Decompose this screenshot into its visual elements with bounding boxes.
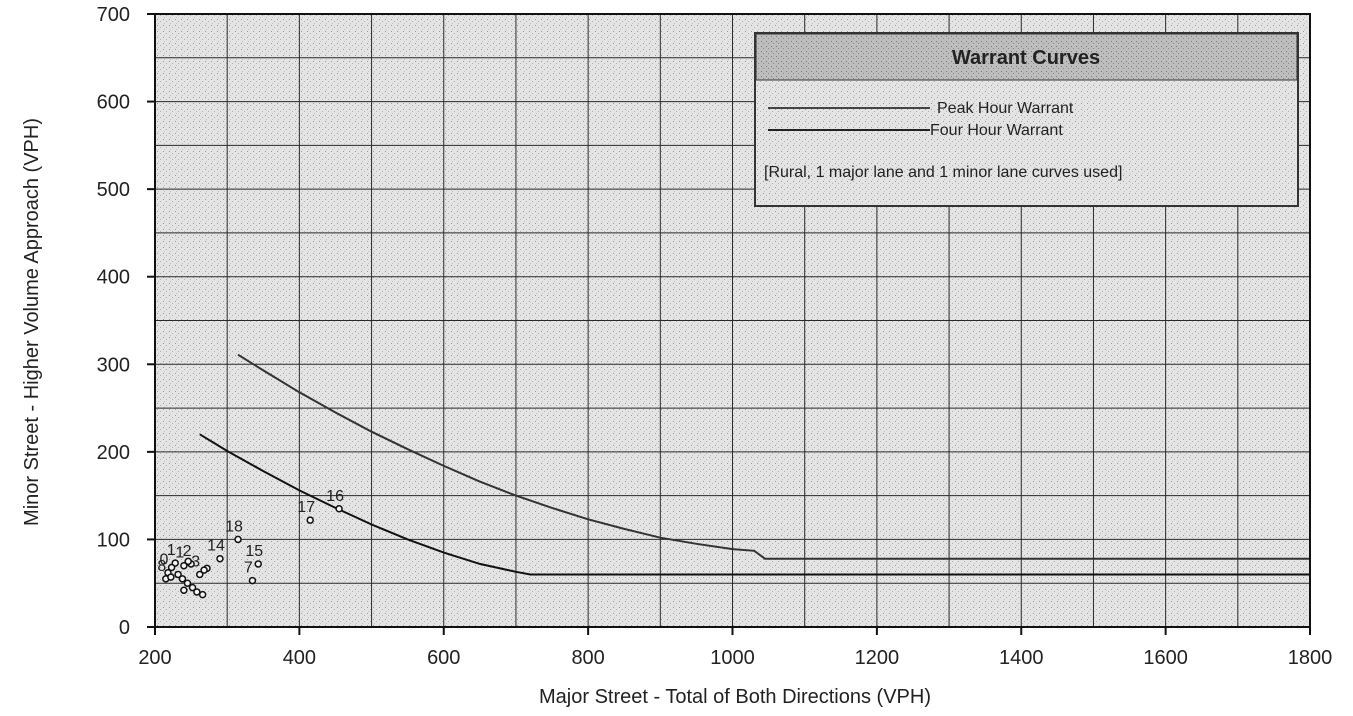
data-point-label: 14 <box>207 538 225 555</box>
legend-label-peak: Peak Hour Warrant <box>937 100 1074 117</box>
series <box>199 353 1310 576</box>
y-tick-label: 300 <box>97 354 130 376</box>
data-point <box>198 590 207 599</box>
data-point <box>216 554 224 563</box>
data-point-label: 18 <box>225 518 243 535</box>
axes: 200 400 600 800 1000 1200 1400 1600 180001002003… <box>97 4 1333 669</box>
data-point-label: 7 <box>244 560 253 577</box>
data-point-label: 1 <box>167 542 176 559</box>
data-point <box>174 570 182 579</box>
data-point <box>188 583 197 592</box>
data-point-label: 16 <box>326 488 344 505</box>
data-point <box>167 573 175 581</box>
x-axis-title: Major Street - Total of Both Directions … <box>539 686 931 708</box>
legend-title-band <box>755 33 1298 81</box>
data-point <box>193 588 201 596</box>
x-tick-label: 800 <box>571 647 604 669</box>
peak-hour-warrant-curve <box>237 353 1310 560</box>
data-point <box>167 563 176 572</box>
data-point-label: 3 <box>191 553 200 570</box>
data-point <box>184 557 192 566</box>
data-point <box>254 560 262 568</box>
four-hour-warrant-curve <box>199 433 1310 576</box>
data-point <box>248 576 257 585</box>
data-point-label: 8 <box>157 558 166 575</box>
y-tick-label: 500 <box>97 179 130 201</box>
x-tick-label: 600 <box>427 647 460 669</box>
data-point-label: 15 <box>245 543 263 560</box>
x-tick-label: 1600 <box>1143 647 1188 669</box>
y-tick-label: 200 <box>97 442 130 464</box>
data-point <box>234 535 242 544</box>
data-point <box>180 561 188 570</box>
data-point <box>335 505 343 513</box>
data-point <box>196 570 204 579</box>
grid <box>154 13 1311 628</box>
data-point-label: 1 <box>175 545 184 562</box>
legend-title: Warrant Curves <box>952 47 1100 69</box>
data-point-label: 0 <box>160 552 169 569</box>
data-point <box>306 516 314 524</box>
y-tick-label: 400 <box>97 267 130 289</box>
x-tick-label: 400 <box>283 647 316 669</box>
data-point <box>183 579 192 587</box>
x-tick-label: 1200 <box>855 647 900 669</box>
y-tick-label: 0 <box>119 617 130 639</box>
legend-note: [Rural, 1 major lane and 1 minor lane cu… <box>764 164 1122 181</box>
y-tick-label: 100 <box>97 529 130 551</box>
data-point <box>200 566 208 574</box>
legend-label-four: Four Hour Warrant <box>930 122 1063 139</box>
x-tick-label: 1400 <box>999 647 1044 669</box>
y-tick-label: 600 <box>97 92 130 114</box>
data-point <box>180 586 188 594</box>
y-axis-title: Minor Street - Higher Volume Approach (V… <box>21 118 43 526</box>
data-point <box>178 575 187 583</box>
y-tick-label: 700 <box>97 4 130 26</box>
x-tick-label: 1000 <box>710 647 755 669</box>
legend: Warrant Curves Peak Hour Warrant Four Ho… <box>754 32 1299 207</box>
data-point-label: 17 <box>297 499 315 516</box>
x-tick-label: 200 <box>138 647 171 669</box>
data-point-label: 2 <box>183 543 192 560</box>
x-tick-label: 1800 <box>1288 647 1333 669</box>
